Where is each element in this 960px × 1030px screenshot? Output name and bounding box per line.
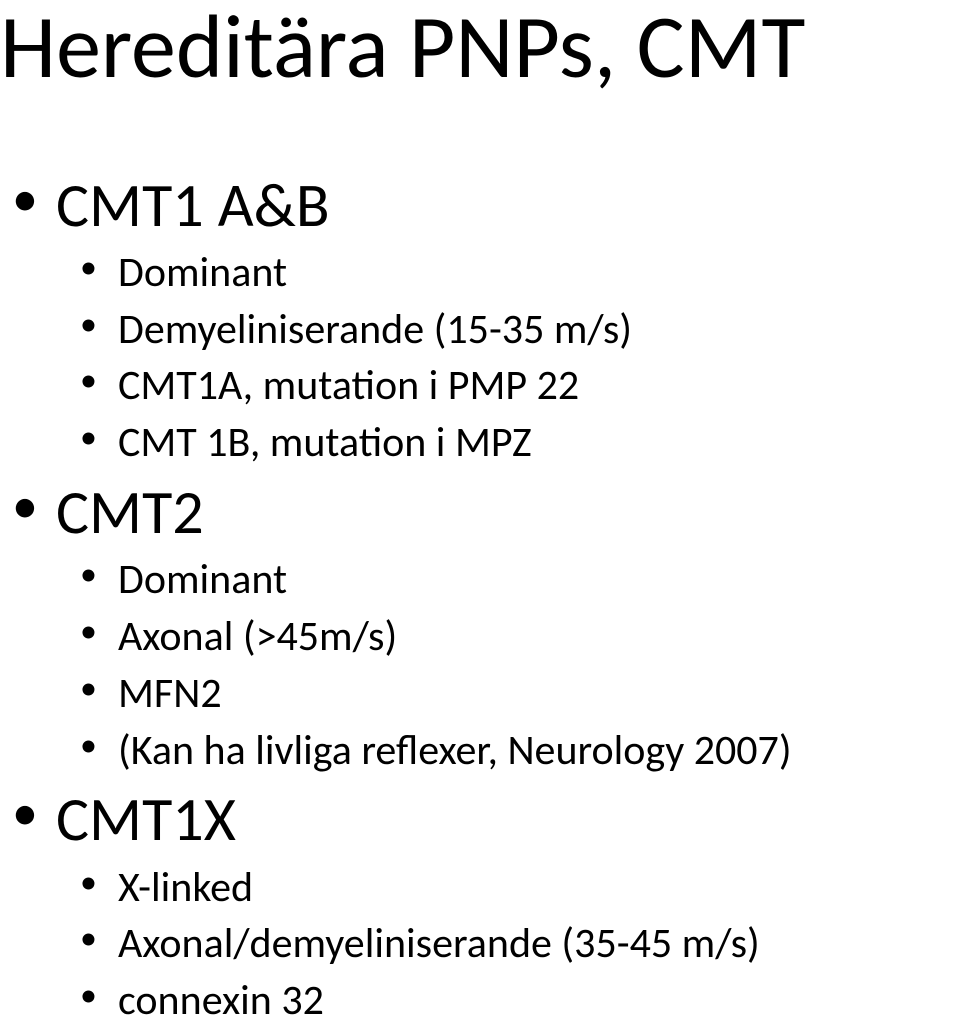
list-item: Demyeliniserande (15-35 m/s) <box>0 302 960 359</box>
list-item: CMT2 <box>0 472 960 553</box>
list-item: CMT1X <box>0 779 960 860</box>
list-item: CMT1A, mutation i PMP 22 <box>0 358 960 415</box>
list-item: Dominant <box>0 552 960 609</box>
list-item: connexin 32 <box>0 973 960 1030</box>
list-item: Axonal (>45m/s) <box>0 609 960 666</box>
list-item: CMT1 A&B <box>0 165 960 246</box>
list-item: CMT 1B, mutation i MPZ <box>0 415 960 472</box>
list-item: MFN2 <box>0 666 960 723</box>
list-item: Dominant <box>0 245 960 302</box>
list-item: (Kan ha livliga reflexer, Neurology 2007… <box>0 723 960 780</box>
bullet-list: CMT1 A&B Dominant Demyeliniserande (15-3… <box>0 165 960 1030</box>
list-item: X-linked <box>0 860 960 917</box>
slide-title: Hereditära PNPs, CMT <box>0 0 960 95</box>
slide: Hereditära PNPs, CMT CMT1 A&B Dominant D… <box>0 0 960 984</box>
list-item: Axonal/demyeliniserande (35-45 m/s) <box>0 916 960 973</box>
